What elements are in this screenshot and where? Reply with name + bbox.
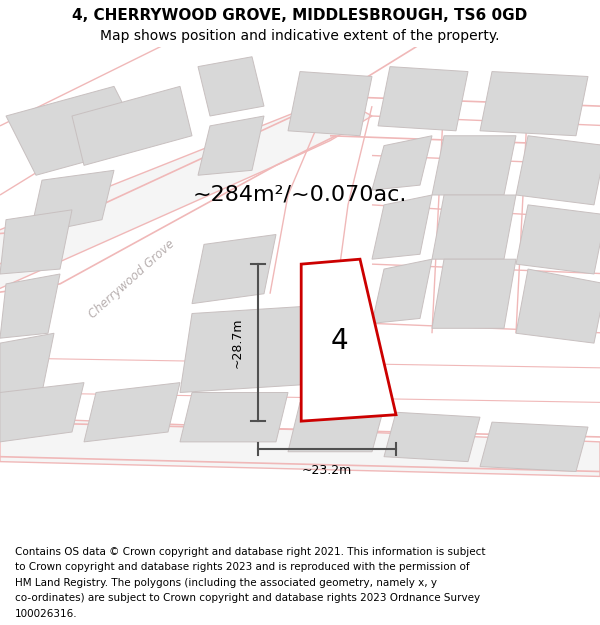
Text: HM Land Registry. The polygons (including the associated geometry, namely x, y: HM Land Registry. The polygons (includin… bbox=[15, 578, 437, 587]
Text: 4: 4 bbox=[330, 327, 348, 354]
Polygon shape bbox=[432, 195, 516, 259]
Polygon shape bbox=[372, 136, 432, 190]
Text: Contains OS data © Crown copyright and database right 2021. This information is : Contains OS data © Crown copyright and d… bbox=[15, 546, 485, 556]
Polygon shape bbox=[372, 259, 432, 323]
Polygon shape bbox=[516, 269, 600, 343]
Polygon shape bbox=[372, 195, 432, 259]
Polygon shape bbox=[301, 259, 396, 421]
Polygon shape bbox=[180, 304, 348, 392]
Polygon shape bbox=[0, 210, 72, 274]
Polygon shape bbox=[378, 67, 468, 131]
Polygon shape bbox=[516, 136, 600, 205]
Polygon shape bbox=[198, 57, 264, 116]
Polygon shape bbox=[0, 418, 600, 476]
Polygon shape bbox=[0, 382, 84, 442]
Polygon shape bbox=[432, 136, 516, 195]
Polygon shape bbox=[72, 86, 192, 166]
Polygon shape bbox=[84, 382, 180, 442]
Polygon shape bbox=[0, 333, 54, 398]
Polygon shape bbox=[288, 402, 384, 452]
Polygon shape bbox=[480, 422, 588, 471]
Text: Map shows position and indicative extent of the property.: Map shows position and indicative extent… bbox=[100, 29, 500, 43]
Polygon shape bbox=[0, 96, 372, 294]
Polygon shape bbox=[30, 170, 114, 234]
Text: co-ordinates) are subject to Crown copyright and database rights 2023 Ordnance S: co-ordinates) are subject to Crown copyr… bbox=[15, 593, 480, 603]
Polygon shape bbox=[180, 392, 288, 442]
Polygon shape bbox=[198, 116, 264, 175]
Polygon shape bbox=[6, 86, 144, 175]
Polygon shape bbox=[384, 412, 480, 462]
Polygon shape bbox=[480, 71, 588, 136]
Text: to Crown copyright and database rights 2023 and is reproduced with the permissio: to Crown copyright and database rights 2… bbox=[15, 562, 470, 572]
Polygon shape bbox=[516, 205, 600, 274]
Text: 100026316.: 100026316. bbox=[15, 609, 77, 619]
Text: ~23.2m: ~23.2m bbox=[302, 464, 352, 476]
Polygon shape bbox=[288, 71, 372, 136]
Text: ~28.7m: ~28.7m bbox=[230, 318, 244, 368]
Text: 4, CHERRYWOOD GROVE, MIDDLESBROUGH, TS6 0GD: 4, CHERRYWOOD GROVE, MIDDLESBROUGH, TS6 … bbox=[73, 8, 527, 23]
Text: Cherrywood Grove: Cherrywood Grove bbox=[86, 237, 178, 321]
Polygon shape bbox=[432, 259, 516, 328]
Text: ~284m²/~0.070ac.: ~284m²/~0.070ac. bbox=[193, 185, 407, 205]
Polygon shape bbox=[0, 274, 60, 338]
Polygon shape bbox=[192, 234, 276, 304]
